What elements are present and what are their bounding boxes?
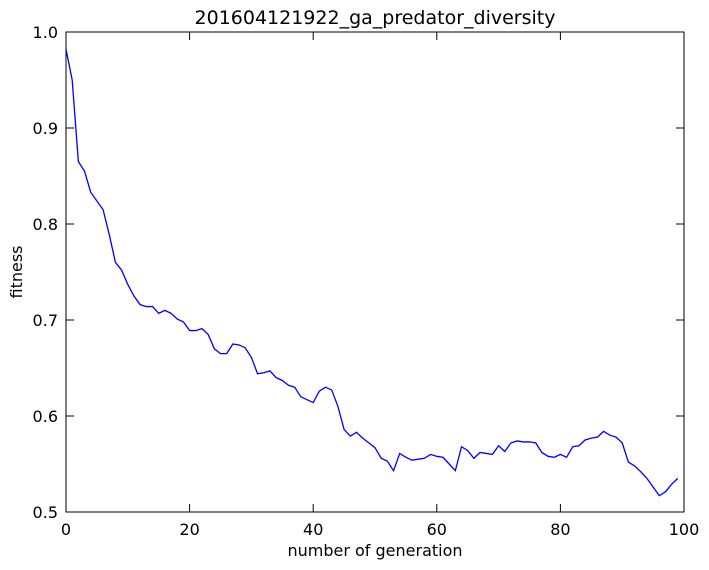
x-axis-label: number of generation	[287, 541, 462, 560]
plot-frame	[65, 31, 685, 513]
y-tick-label: 0.9	[33, 119, 58, 138]
x-tick-label: 0	[61, 520, 71, 539]
y-tick-label: 0.8	[33, 215, 58, 234]
y-axis-label: fitness	[7, 245, 26, 298]
x-tick-label: 100	[669, 520, 700, 539]
y-tick-label: 0.6	[33, 407, 58, 426]
x-tick-label: 40	[303, 520, 323, 539]
x-tick-label: 60	[427, 520, 447, 539]
x-tick-label: 20	[179, 520, 199, 539]
fitness-series-line	[65, 49, 679, 497]
y-axis-ticks: 0.5 0.6 0.7 0.8 0.9 1.0	[33, 23, 684, 522]
y-tick-label: 0.7	[33, 311, 58, 330]
chart-title: 201604121922_ga_predator_diversity	[195, 7, 556, 29]
y-tick-label: 1.0	[33, 23, 58, 42]
x-tick-label: 80	[550, 520, 570, 539]
y-tick-label: 0.5	[33, 503, 58, 522]
x-axis-ticks: 0 20 40 60 80 100	[61, 32, 699, 539]
